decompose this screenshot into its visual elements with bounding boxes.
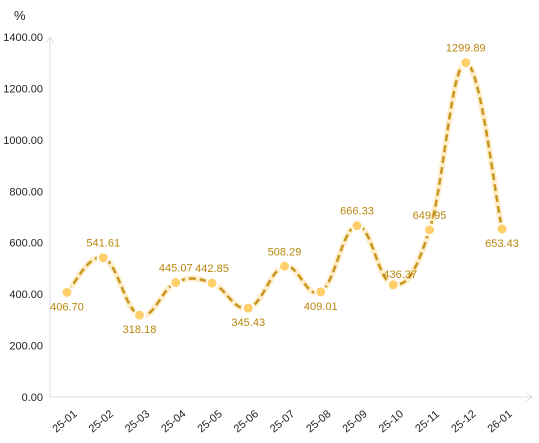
y-axis-ticks: 0.00 200.00 400.00 600.00 800.00 1000.00 1200.… — [3, 32, 43, 404]
x-axis-ticks: 25-01 25-02 25-03 25-04 25-05 25-06 25-07 25-08… — [50, 408, 514, 435]
x-tick-label: 25-06 — [232, 408, 261, 435]
data-label: 318.18 — [123, 324, 157, 336]
y-tick-label: 200.00 — [9, 341, 43, 353]
data-label: 406.70 — [50, 301, 84, 313]
data-point — [205, 276, 219, 290]
data-label: 442.85 — [195, 263, 229, 275]
data-label: 653.43 — [485, 238, 519, 250]
data-point — [60, 285, 74, 299]
y-tick-label: 400.00 — [9, 289, 43, 301]
x-tick-label: 25-12 — [449, 408, 478, 435]
data-point — [133, 308, 146, 322]
data-point — [169, 276, 183, 290]
series-group — [60, 56, 509, 322]
data-point — [350, 219, 364, 233]
y-tick-label: 1200.00 — [3, 83, 43, 95]
y-tick-label: 800.00 — [9, 186, 43, 198]
y-tick-label: 1000.00 — [3, 135, 43, 147]
x-tick-label: 25-09 — [340, 408, 369, 435]
x-tick-label: 25-02 — [87, 408, 116, 435]
data-point — [495, 222, 509, 236]
x-tick-label: 25-03 — [123, 408, 152, 435]
y-tick-label: 0.00 — [22, 392, 43, 404]
y-tick-label: 600.00 — [9, 238, 43, 250]
data-point — [423, 223, 436, 237]
series-line-glow — [64, 59, 505, 319]
data-point — [241, 301, 255, 315]
x-tick-label: 25-08 — [304, 408, 333, 435]
data-point — [459, 56, 473, 70]
y-axis-unit-label: % — [14, 8, 26, 23]
x-tick-label: 25-11 — [413, 408, 442, 435]
data-label: 409.01 — [304, 301, 338, 313]
axes — [45, 36, 533, 402]
x-tick-label: 25-04 — [159, 408, 188, 435]
x-tick-label: 25-05 — [195, 408, 224, 435]
data-point — [278, 259, 291, 273]
data-label: 436.37 — [383, 269, 417, 281]
x-tick-label: 26-01 — [485, 408, 514, 435]
x-tick-label: 25-10 — [377, 408, 406, 435]
data-label: 508.29 — [268, 246, 302, 258]
x-axis-arrow — [525, 392, 533, 402]
data-point — [96, 251, 110, 265]
data-point — [314, 285, 328, 299]
data-label: 541.61 — [86, 238, 120, 250]
x-tick-label: 25-07 — [268, 408, 297, 435]
data-label: 445.07 — [159, 263, 193, 275]
data-point — [386, 278, 400, 292]
data-label: 649.95 — [413, 210, 447, 222]
y-axis-arrow — [45, 36, 55, 44]
data-label: 1299.89 — [446, 43, 486, 55]
data-label: 666.33 — [340, 206, 374, 218]
y-tick-label: 1400.00 — [3, 32, 43, 44]
x-tick-label: 25-01 — [50, 408, 79, 435]
data-labels: 406.70 541.61 318.18 445.07 442.85 345.43 508.… — [50, 43, 519, 336]
data-label: 345.43 — [231, 317, 265, 329]
